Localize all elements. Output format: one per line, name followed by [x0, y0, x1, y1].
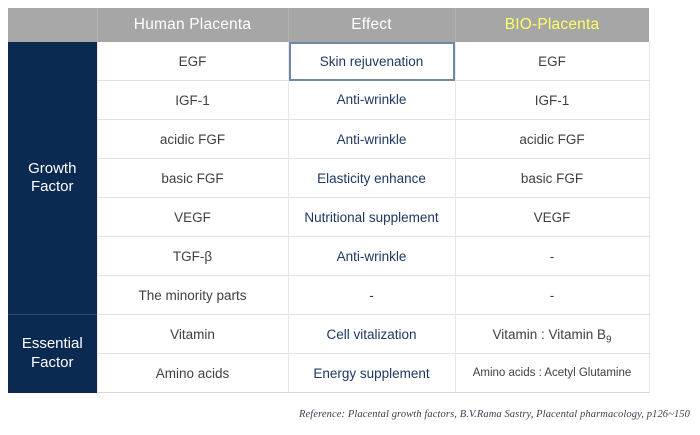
reference-citation: Reference: Placental growth factors, B.V…	[299, 409, 690, 420]
cell-bio-placenta: EGF	[454, 42, 650, 81]
cell-bio-placenta: acidic FGF	[454, 119, 650, 159]
cell-human-placenta: TGF-β	[96, 236, 288, 276]
cell-effect: Anti-wrinkle	[287, 119, 455, 159]
category-label-line1: Essential	[21, 335, 83, 353]
cell-bio-placenta: basic FGF	[454, 158, 650, 198]
table-row: The minority parts - -	[8, 275, 650, 315]
cell-effect: Elasticity enhance	[287, 158, 455, 198]
category-label-line1: Growth	[28, 159, 77, 177]
cell-human-placenta: IGF-1	[96, 80, 288, 120]
cell-bio-placenta: Amino acids : Acetyl Glutamine	[454, 353, 650, 393]
table-row: IGF-1 Anti-wrinkle IGF-1	[8, 80, 650, 120]
table-row: TGF-β Anti-wrinkle -	[8, 236, 650, 276]
cell-bio-placenta: Vitamin : Vitamin B9	[454, 314, 650, 354]
bio-vitamin-subscript: 9	[606, 334, 612, 346]
table-row: acidic FGF Anti-wrinkle acidic FGF	[8, 119, 650, 159]
header-human-placenta: Human Placenta	[97, 8, 288, 42]
cell-human-placenta: VEGF	[96, 197, 288, 237]
table-header: Human Placenta Effect BIO-Placenta	[8, 8, 649, 42]
cell-human-placenta: acidic FGF	[96, 119, 288, 159]
cell-human-placenta: basic FGF	[96, 158, 288, 198]
table-row: basic FGF Elasticity enhance basic FGF	[8, 158, 650, 198]
table-row: Growth Factor EGF Skin rejuvenation EGF	[8, 42, 650, 315]
table-row: Essential Factor Vitamin Cell vitalizati…	[8, 314, 650, 393]
cell-human-placenta: Vitamin	[96, 314, 288, 354]
cell-bio-placenta: VEGF	[454, 197, 650, 237]
table-row: VEGF Nutritional supplement VEGF	[8, 197, 650, 237]
cell-effect: Energy supplement	[287, 353, 455, 393]
category-label-line2: Factor	[30, 178, 74, 196]
header-category	[8, 8, 97, 42]
cell-bio-placenta: -	[454, 275, 650, 315]
header-bio-placenta: BIO-Placenta	[455, 8, 649, 42]
header-effect: Effect	[288, 8, 455, 42]
category-cell-essential-factor: Essential Factor	[8, 314, 97, 393]
cell-effect: Nutritional supplement	[287, 197, 455, 237]
category-cell-growth-factor: Growth Factor	[8, 42, 97, 315]
comparison-table-container: Human Placenta Effect BIO-Placenta Growt…	[8, 8, 650, 393]
table-row: Amino acids Energy supplement Amino acid…	[8, 353, 650, 393]
cell-effect-highlighted: Skin rejuvenation	[287, 42, 455, 81]
cell-effect: -	[287, 275, 455, 315]
table-body: Growth Factor EGF Skin rejuvenation EGF …	[8, 42, 650, 393]
cell-bio-placenta: IGF-1	[454, 80, 650, 120]
cell-bio-placenta: -	[454, 236, 650, 276]
comparison-table: Human Placenta Effect BIO-Placenta Growt…	[8, 8, 650, 393]
cell-effect: Cell vitalization	[287, 314, 455, 354]
cell-effect: Anti-wrinkle	[287, 80, 455, 120]
cell-human-placenta: EGF	[96, 42, 288, 81]
bio-vitamin-text: Vitamin : Vitamin B	[492, 326, 607, 342]
category-label-line2: Factor	[30, 353, 74, 371]
cell-human-placenta: The minority parts	[96, 275, 288, 315]
cell-human-placenta: Amino acids	[96, 353, 288, 393]
header-row: Human Placenta Effect BIO-Placenta	[8, 8, 649, 42]
cell-effect: Anti-wrinkle	[287, 236, 455, 276]
